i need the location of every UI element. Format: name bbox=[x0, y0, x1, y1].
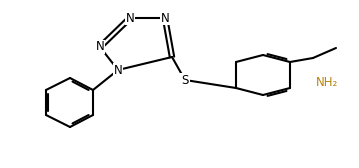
Text: S: S bbox=[181, 74, 189, 87]
Text: N: N bbox=[160, 11, 169, 25]
Text: NH₂: NH₂ bbox=[316, 75, 338, 89]
Text: N: N bbox=[114, 64, 122, 76]
Text: N: N bbox=[95, 40, 104, 53]
Text: N: N bbox=[126, 11, 134, 25]
